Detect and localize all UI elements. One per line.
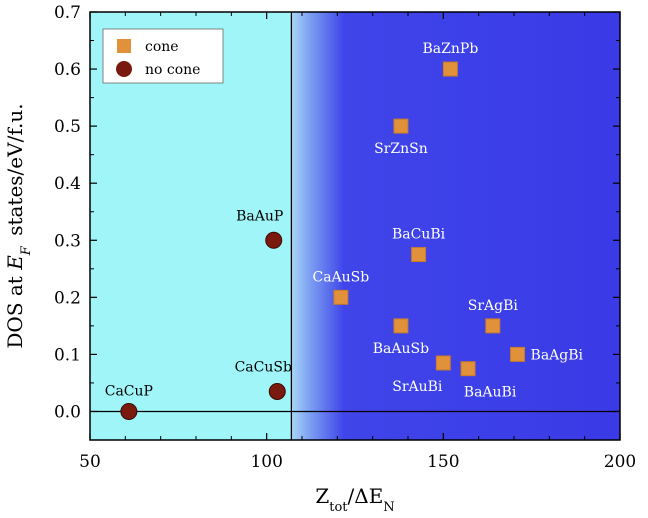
legend-label: no cone [145, 62, 200, 78]
y-axis-title: DOS at EF states/eV/f.u. [3, 103, 34, 348]
y-tick-label: 0.2 [54, 288, 81, 308]
point-baaubi [460, 361, 476, 377]
x-tick-label: 100 [250, 452, 282, 472]
y-tick-label: 0.0 [54, 402, 81, 422]
point-cacup [120, 402, 138, 420]
label-sraubi: SrAuBi [392, 379, 443, 395]
point-baznpb [442, 61, 458, 77]
y-tick-label: 0.7 [54, 3, 81, 23]
point-baaup [265, 231, 283, 249]
x-tick-label: 50 [79, 452, 101, 472]
y-tick-label: 0.3 [54, 231, 81, 251]
y-tick-label: 0.6 [54, 60, 81, 80]
y-tick-label: 0.5 [54, 117, 81, 137]
legend-label: cone [145, 39, 179, 55]
label-srznsn: SrZnSn [374, 141, 428, 157]
y-tick-label: 0.1 [54, 345, 81, 365]
axis-tick-labels: 50 100 150 200 0.0 0.1 0.2 0.3 0.4 0.5 0.6 0.7 [54, 3, 636, 472]
label-baaup: BaAuP [236, 208, 283, 224]
point-srznsn [393, 118, 409, 134]
data-points [120, 61, 526, 420]
x-tick-label: 150 [427, 452, 459, 472]
point-sragbi [485, 318, 501, 334]
data-point-labels: BaZnPb SrZnSn BaCuBi CaAuSb SrAgBi BaAuSb BaAg… [105, 41, 584, 401]
label-cacup: CaCuP [105, 383, 153, 399]
label-bacubi: BaCuBi [392, 227, 446, 243]
label-baagbi: BaAgBi [531, 347, 584, 363]
x-axis-title: Ztot/ΔEN [315, 484, 394, 515]
legend-no-cone-marker [116, 61, 132, 77]
y-tick-label: 0.4 [54, 174, 81, 194]
point-sraubi [435, 355, 451, 371]
label-cacusb: CaCuSb [235, 359, 292, 375]
label-baznpb: BaZnPb [423, 41, 479, 57]
label-baausb: BaAuSb [373, 341, 429, 357]
point-cacusb [268, 382, 286, 400]
point-caausb [333, 289, 349, 305]
cone-region-background [291, 12, 620, 440]
x-tick-label: 200 [604, 452, 636, 472]
point-baausb [393, 318, 409, 334]
label-caausb: CaAuSb [312, 269, 369, 285]
plot-frame [89, 11, 621, 441]
legend: cone no cone [102, 28, 224, 84]
label-baaubi: BaAuBi [464, 385, 517, 401]
point-bacubi [411, 247, 427, 263]
point-baagbi [510, 346, 526, 362]
legend-cone-marker [117, 39, 131, 53]
label-sragbi: SrAgBi [468, 298, 519, 314]
